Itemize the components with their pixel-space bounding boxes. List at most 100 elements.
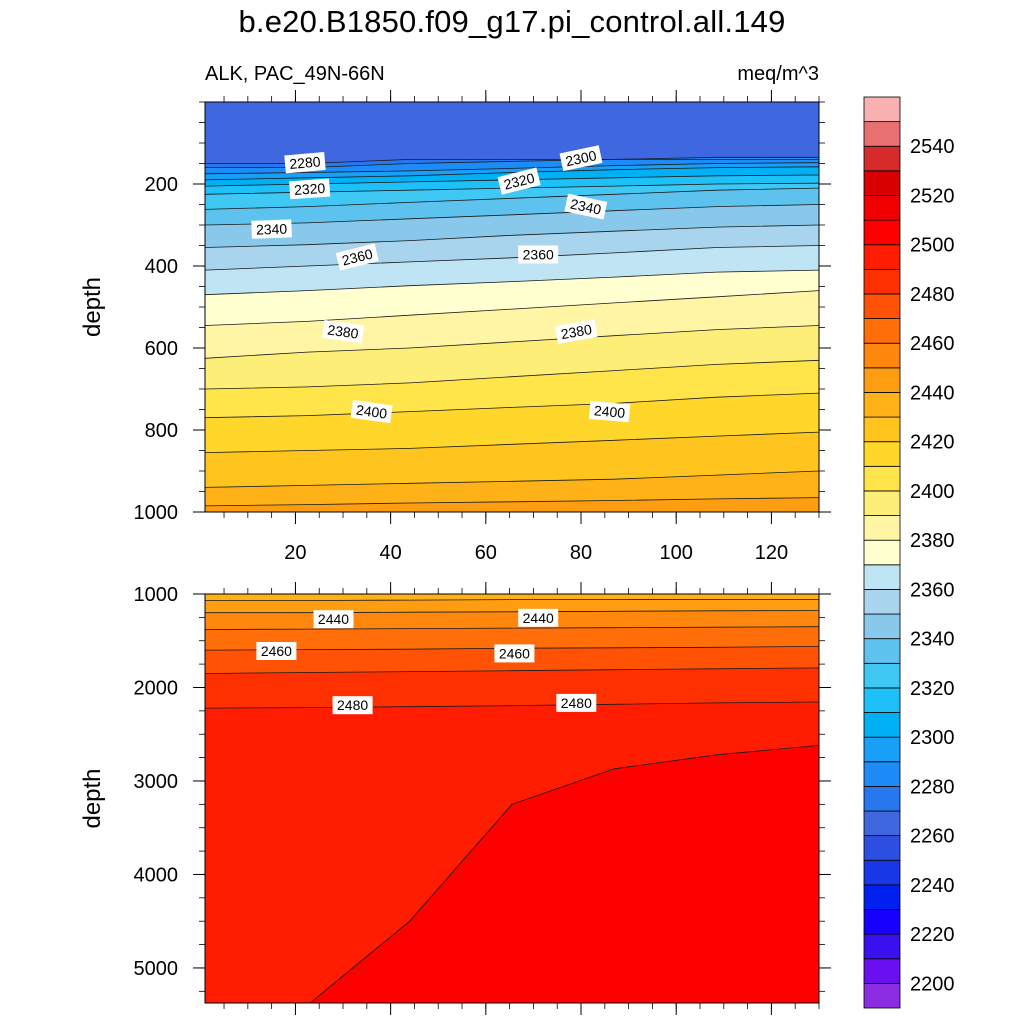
contour-label-bg: [284, 151, 326, 174]
chart-title: b.e20.B1850.f09_g17.pi_control.all.149: [238, 4, 786, 39]
y-tick-label: 200: [145, 174, 178, 196]
panel-fills: [205, 594, 819, 1003]
x-tick-label: 80: [570, 542, 592, 564]
contour-label-bg: [350, 399, 393, 424]
contour-line: [205, 497, 819, 507]
y-tick-label: 400: [145, 256, 178, 278]
contour-label-text: 2400: [593, 402, 626, 421]
contour-line: [205, 470, 819, 488]
colorbar-label: 2500: [910, 235, 955, 257]
colorbar-swatch: [863, 342, 901, 369]
contour-label-text: 2380: [560, 321, 594, 342]
contour-line: [205, 325, 819, 359]
contour-line: [205, 204, 819, 226]
contour-line: [205, 187, 819, 210]
colorbar-swatch: [863, 539, 901, 566]
y-tick-label: 1000: [134, 584, 179, 606]
contour-line: [205, 599, 819, 601]
contour-label-bg: [559, 145, 603, 172]
contour-line: [205, 626, 819, 630]
colorbar-swatch: [863, 589, 901, 615]
colorbar-swatch: [863, 465, 901, 492]
x-tick-label: 40: [380, 542, 402, 564]
band-fill: [310, 745, 819, 1003]
y-tick-label: 1000: [134, 502, 179, 524]
colorbar-label: 2380: [910, 530, 955, 552]
colorbar-swatch: [863, 145, 901, 172]
contour-label: 2380: [555, 319, 598, 344]
contour-label-text: 2360: [340, 245, 374, 268]
contour-label-text: 2280: [289, 153, 322, 172]
colorbar-swatch: [863, 662, 901, 689]
contour-label-text: 2380: [326, 322, 359, 342]
colorbar-swatch: [863, 638, 901, 664]
colorbar-swatch: [863, 268, 901, 295]
colorbar-label: 2400: [910, 481, 955, 503]
units-label: meq/m^3: [737, 63, 819, 85]
contour-label: 2340: [251, 219, 292, 239]
x-tick-label: 100: [660, 542, 693, 564]
contour-label-bg: [313, 610, 354, 629]
panel-lower: 2440 2460 2480 2440 2460 2480 1000 2000 3000 4000…: [79, 582, 831, 1015]
contour-line: [205, 701, 819, 709]
contour-line: [205, 392, 819, 419]
contour-label: 2400: [350, 399, 393, 424]
colorbar-swatch: [863, 909, 901, 935]
y-tick-label: 800: [145, 420, 178, 442]
contour-label: 2440: [313, 610, 354, 629]
contour-label: 2280: [284, 151, 326, 174]
contour-line: [205, 431, 819, 453]
colorbar-swatch: [863, 121, 901, 147]
colorbar-label: 2220: [910, 924, 955, 946]
contour-label-bg: [555, 319, 598, 344]
contour-label-bg: [518, 245, 559, 264]
contour-line: [205, 166, 819, 181]
colorbar-swatch: [863, 244, 901, 270]
contour-label: 2480: [332, 696, 373, 715]
colorbar-swatch: [863, 884, 901, 910]
contour-line: [205, 290, 819, 326]
contour-label-text: 2360: [523, 247, 554, 263]
colorbar-swatch: [863, 367, 901, 393]
colorbar-swatch: [863, 170, 901, 196]
y-tick-label: 600: [145, 338, 178, 360]
y-tick-label: 5000: [134, 958, 179, 980]
contour-label-bg: [497, 167, 541, 195]
x-tick-label: 120: [755, 542, 788, 564]
contour-label-bg: [256, 642, 297, 660]
colorbar-swatch: [863, 835, 901, 861]
colorbar-swatch: [863, 392, 901, 418]
colorbar-swatch: [863, 712, 901, 738]
contour-label-text: 2460: [261, 643, 292, 659]
contour-line: [205, 224, 819, 248]
colorbar-label: 2460: [910, 333, 955, 355]
contour-line: [205, 162, 819, 175]
panel-upper: 2280 2320 2340 2360 2380 2400 2320 2300 2340 2360…: [79, 90, 831, 564]
x-tick-label: 20: [284, 542, 306, 564]
contour-line: [205, 245, 819, 271]
contour-line: [205, 269, 819, 296]
colorbar-label: 2320: [910, 678, 955, 700]
colorbar-label: 2420: [910, 432, 955, 454]
contour-line: [205, 667, 819, 674]
contour-label: 2380: [321, 319, 365, 344]
contour-line: [205, 359, 819, 390]
contour-label-text: 2460: [499, 645, 530, 661]
x-tick-label: 60: [475, 542, 497, 564]
y-tick-label: 2000: [134, 677, 179, 699]
colorbar-swatch: [863, 786, 901, 812]
y-tick-label: 3000: [134, 771, 179, 793]
contour-label-text: 2340: [569, 196, 603, 218]
y-axis-title: depth: [79, 277, 106, 337]
contour-label: 2400: [588, 400, 631, 423]
panel-fills: [205, 102, 819, 512]
contour-label-bg: [335, 243, 379, 271]
colorbar-label: 2240: [910, 875, 955, 897]
contour-label: 2480: [556, 693, 597, 712]
y-tick-label: 4000: [134, 864, 179, 886]
contour-label: 2320: [497, 167, 541, 195]
contour-label-text: 2320: [502, 170, 536, 193]
colorbar-swatch: [863, 318, 901, 344]
colorbar-swatch: [863, 982, 901, 1009]
